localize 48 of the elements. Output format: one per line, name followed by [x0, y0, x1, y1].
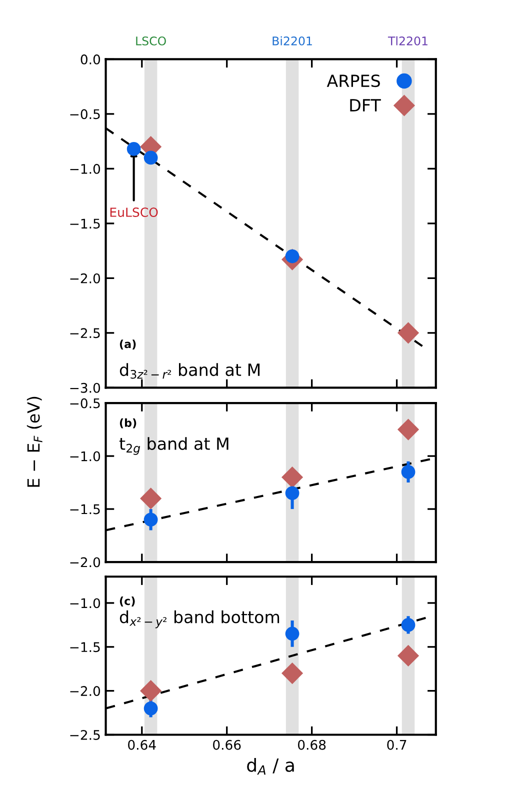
y-tick-label: −2.0	[70, 686, 100, 696]
y-tick-label: −2.5	[70, 730, 100, 740]
annotation: EuLSCO	[110, 208, 158, 217]
point	[140, 680, 162, 702]
x-tick-label: 0.64	[128, 740, 156, 750]
point	[144, 512, 158, 527]
legend-label: DFT	[350, 99, 381, 112]
point	[401, 465, 416, 479]
y-tick-label: −0.5	[70, 398, 100, 408]
y-tick-label: −2.5	[70, 328, 100, 338]
y-tick-label: −3.0	[70, 382, 100, 393]
point	[126, 142, 141, 156]
legend-label: ARPES	[326, 74, 380, 88]
point	[285, 626, 300, 641]
point	[144, 701, 158, 716]
annotation: d$_{x²−y²}$ band bottom	[120, 610, 280, 628]
annotation: (a)	[120, 340, 136, 350]
band-label: Bi2201	[272, 36, 312, 46]
point	[398, 419, 419, 440]
y-tick-label: −0.5	[70, 109, 100, 120]
y-tick-label: −1.0	[70, 451, 100, 462]
annotation: d$_{3z²−r²}$ band at M	[120, 363, 260, 379]
point	[398, 322, 419, 344]
y-tick-label: −1.0	[70, 164, 100, 174]
annotation: (c)	[120, 596, 135, 606]
y-axis-title: E − E$_{F}$ (eV)	[26, 396, 42, 487]
x-tick-label: 0.68	[298, 740, 326, 750]
point	[398, 645, 419, 666]
y-tick-label: −1.5	[70, 504, 100, 514]
y-tick-label: −2.0	[70, 273, 100, 284]
x-axis-title: d$_{A}$ / a	[247, 758, 294, 775]
point	[282, 466, 303, 488]
point	[282, 662, 303, 684]
y-tick-label: −2.0	[70, 557, 100, 568]
band-label: Tl2201	[388, 36, 428, 46]
point	[140, 488, 162, 509]
point	[401, 618, 416, 632]
x-tick-label: 0.66	[213, 740, 241, 750]
y-tick-label: −1.5	[70, 218, 100, 229]
y-tick-label: 0.0	[80, 54, 100, 64]
x-tick-label: 0.7	[387, 740, 406, 750]
annotation: t$_{2g}$ band at M	[119, 437, 228, 455]
band-label: LSCO	[136, 36, 166, 46]
annotation: (b)	[120, 418, 136, 428]
point	[144, 150, 158, 165]
y-tick-label: −1.0	[70, 598, 100, 608]
y-tick-label: −1.5	[70, 642, 100, 652]
point	[285, 486, 300, 500]
